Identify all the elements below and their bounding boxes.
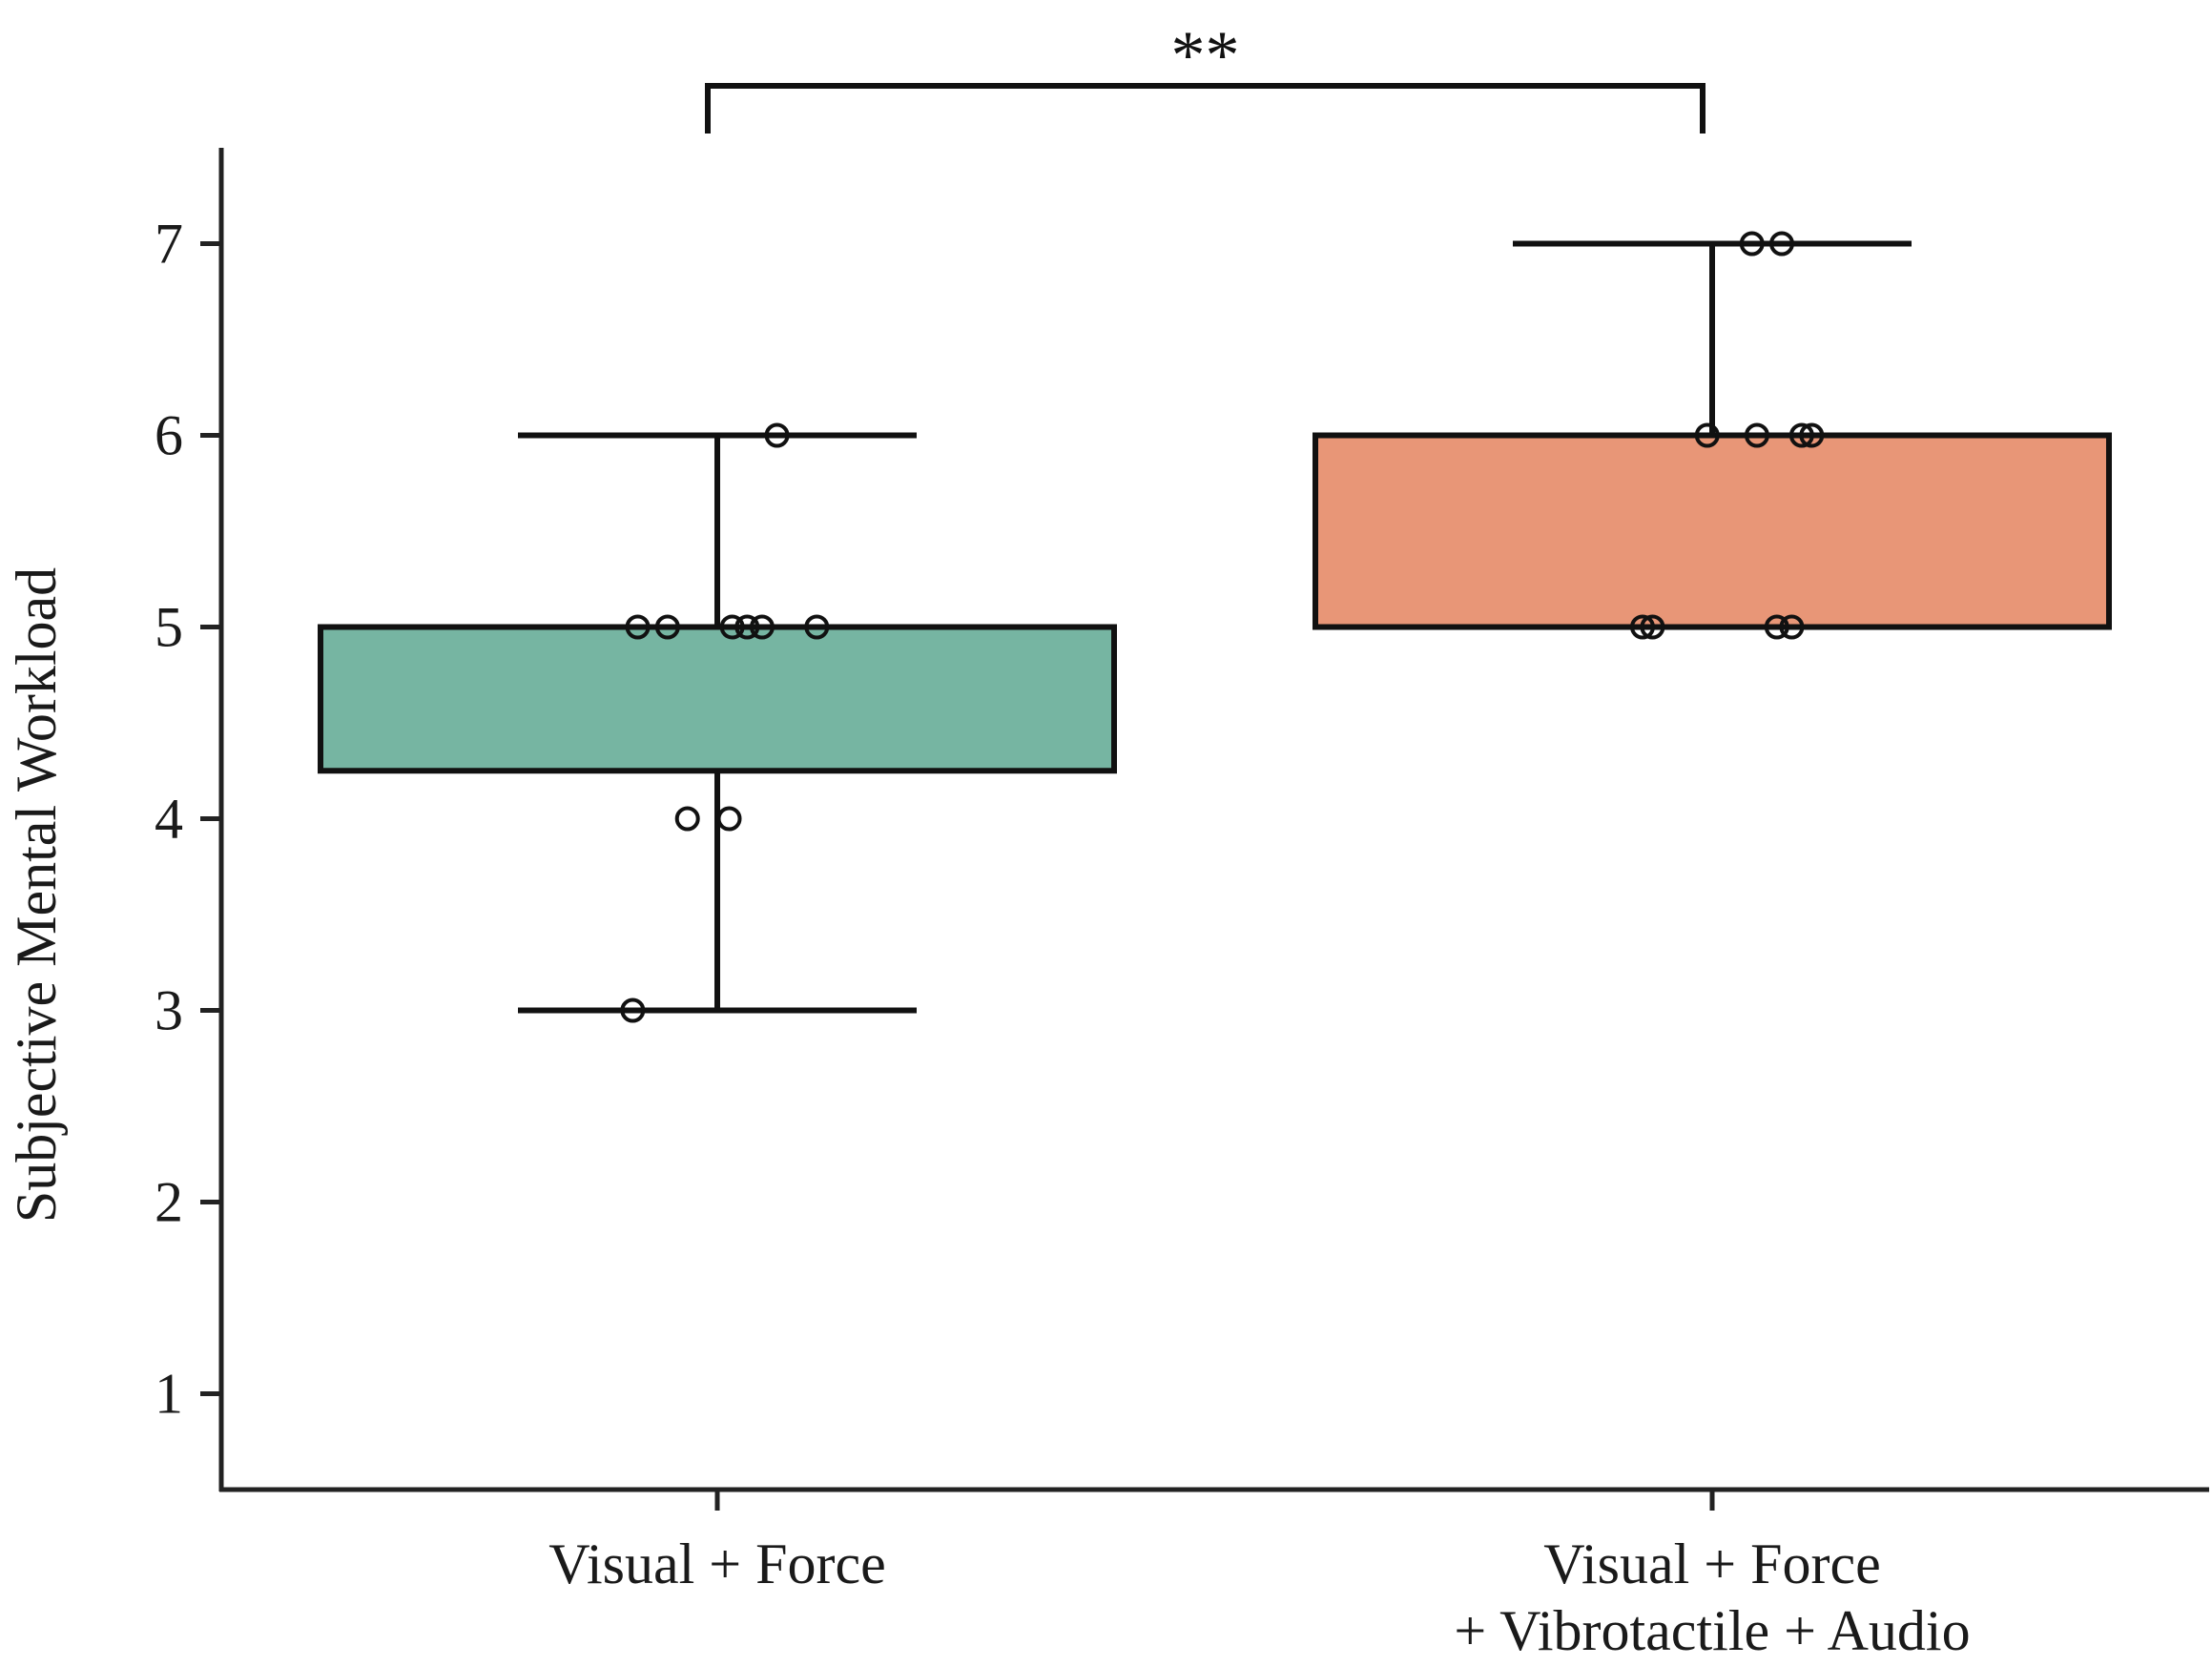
- data-point: [749, 614, 775, 640]
- y-tick-label: 1: [155, 1363, 183, 1426]
- box-iqr: [318, 624, 1117, 774]
- data-point: [1739, 231, 1765, 257]
- box-group: [1313, 240, 2112, 630]
- data-point: [1779, 614, 1805, 640]
- significance-bracket: [705, 83, 1706, 134]
- y-axis-ticks: 1 2 3 4 5 6 7: [155, 213, 221, 1426]
- y-tick-label: 5: [155, 596, 183, 659]
- data-point: [1769, 231, 1795, 257]
- y-tick-label: 6: [155, 404, 183, 467]
- x-tick-label: Visual + Force: [548, 1532, 886, 1595]
- x-tick-label: Visual + Force: [1543, 1532, 1881, 1595]
- box-iqr: [1313, 432, 2112, 630]
- data-point: [1744, 422, 1769, 448]
- data-point: [1629, 614, 1655, 640]
- x-tick-label: + Vibrotactile + Audio: [1454, 1599, 1970, 1662]
- data-point: [625, 614, 651, 640]
- data-point: [1640, 614, 1665, 640]
- box-group: [318, 432, 1117, 1014]
- boxes-layer: [318, 240, 2112, 1014]
- points-layer: [620, 231, 1825, 1023]
- y-tick-label: 4: [155, 788, 183, 851]
- data-point: [1788, 422, 1814, 448]
- data-point: [1799, 422, 1825, 448]
- data-point: [804, 614, 830, 640]
- data-point: [654, 614, 680, 640]
- data-point: [734, 614, 760, 640]
- y-tick-label: 3: [155, 979, 183, 1042]
- data-point: [764, 422, 790, 448]
- y-tick-label: 2: [155, 1171, 183, 1234]
- significance-annotation: **: [705, 17, 1706, 134]
- data-point: [1694, 422, 1720, 448]
- y-axis-title: Subjective Mental Workload: [5, 567, 68, 1223]
- x-axis-ticks: Visual + Force Visual + Force+ Vibrotacti…: [548, 1490, 1971, 1662]
- data-point: [674, 806, 700, 832]
- data-point: [1764, 614, 1789, 640]
- significance-label: **: [1171, 17, 1240, 93]
- data-point: [620, 998, 646, 1023]
- y-tick-label: 7: [155, 213, 183, 276]
- data-point: [716, 806, 742, 832]
- data-point: [719, 614, 745, 640]
